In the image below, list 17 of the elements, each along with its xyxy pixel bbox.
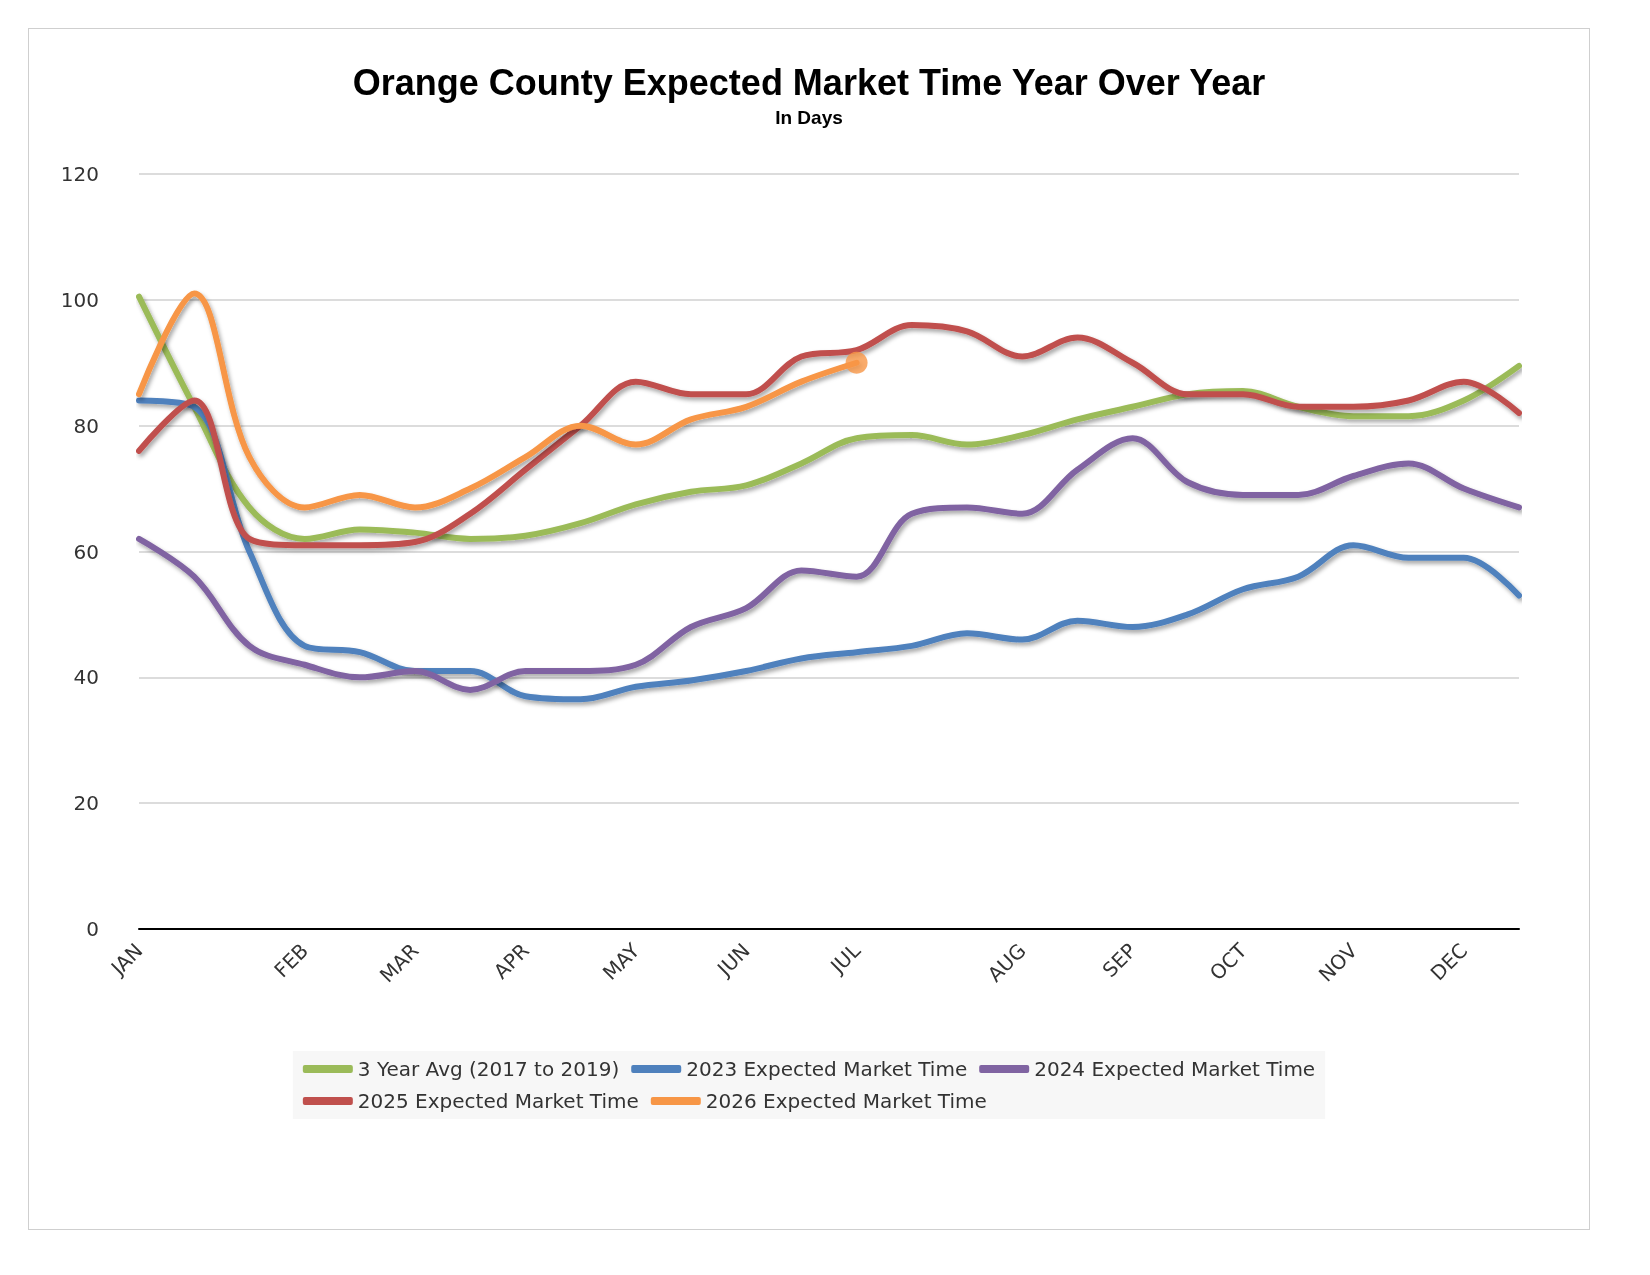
y-tick-label: 20	[73, 791, 99, 816]
chart-subtitle: In Days	[775, 107, 843, 128]
x-tick-label: FEB	[269, 938, 314, 983]
y-tick-label: 80	[73, 413, 99, 438]
legend-label: 2026 Expected Market Time	[705, 1089, 987, 1113]
chart-title: Orange County Expected Market Time Year Over Year	[352, 61, 1266, 103]
x-tick-label: JUL	[824, 937, 866, 980]
x-tick-label: SEP	[1097, 938, 1142, 982]
y-tick-label: 120	[60, 162, 99, 186]
legend-label: 2023 Expected Market Time	[686, 1057, 968, 1081]
y-tick-label: 100	[60, 287, 99, 312]
legend-label: 3 Year Avg (2017 to 2019)	[357, 1057, 620, 1081]
legend-label: 2024 Expected Market Time	[1034, 1057, 1316, 1081]
y-tick-label: 0	[86, 917, 99, 941]
y-tick-label: 40	[73, 665, 99, 690]
y-tick-label: 60	[73, 539, 99, 564]
legend-label: 2025 Expected Market Time	[357, 1089, 639, 1113]
